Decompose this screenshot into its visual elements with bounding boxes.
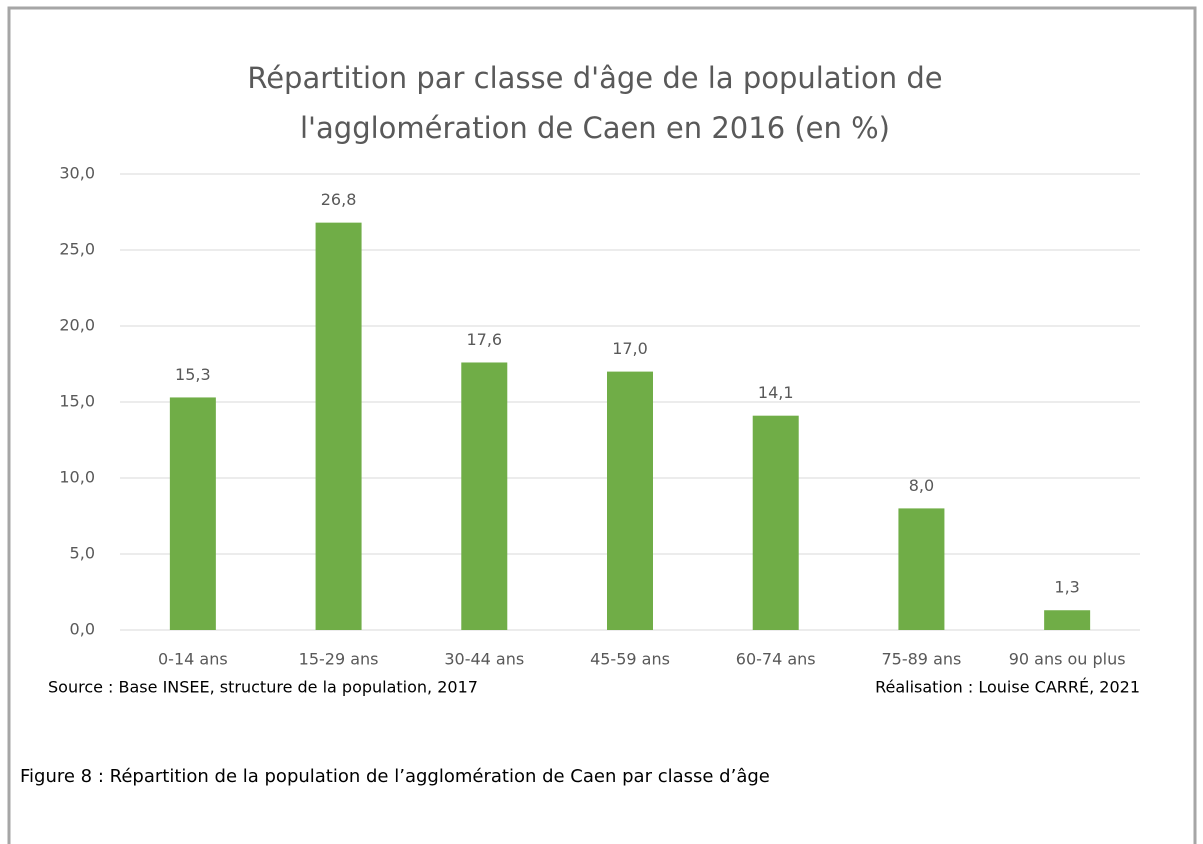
chart-title: Répartition par classe d'âge de la popul…: [247, 61, 942, 95]
y-tick-label: 30,0: [59, 164, 95, 183]
y-tick-label: 0,0: [70, 620, 95, 639]
y-tick-label: 25,0: [59, 240, 95, 259]
value-label: 15,3: [175, 365, 211, 384]
x-tick-label: 45-59 ans: [590, 650, 670, 669]
x-tick-label: 30-44 ans: [444, 650, 524, 669]
chart-title: l'agglomération de Caen en 2016 (en %): [300, 111, 890, 145]
bar: [752, 415, 799, 630]
value-label: 14,1: [758, 383, 794, 402]
y-tick-label: 20,0: [59, 316, 95, 335]
bar: [898, 508, 945, 630]
x-tick-label: 75-89 ans: [881, 650, 961, 669]
bar: [1044, 610, 1091, 630]
value-label: 8,0: [909, 476, 934, 495]
x-tick-label: 0-14 ans: [158, 650, 228, 669]
y-tick-label: 10,0: [59, 468, 95, 487]
y-tick-label: 5,0: [70, 544, 95, 563]
x-tick-label: 60-74 ans: [736, 650, 816, 669]
frame: [7, 6, 1197, 844]
source: Source : Base INSEE, structure de la pop…: [48, 678, 478, 697]
y-tick-label: 15,0: [59, 392, 95, 411]
x-tick-label: 90 ans ou plus: [1009, 650, 1126, 669]
bar: [461, 362, 508, 630]
value-label: 17,0: [612, 339, 648, 358]
value-label: 17,6: [466, 330, 502, 349]
value-label: 26,8: [321, 190, 357, 209]
bar: [607, 371, 653, 630]
caption: Figure 8 : Répartition de la population …: [20, 766, 770, 787]
x-tick-label: 15-29 ans: [299, 650, 379, 669]
value-label: 1,3: [1054, 578, 1079, 597]
bar: [169, 397, 216, 630]
credit: Réalisation : Louise CARRÉ, 2021: [875, 678, 1140, 697]
bar: [315, 222, 362, 630]
